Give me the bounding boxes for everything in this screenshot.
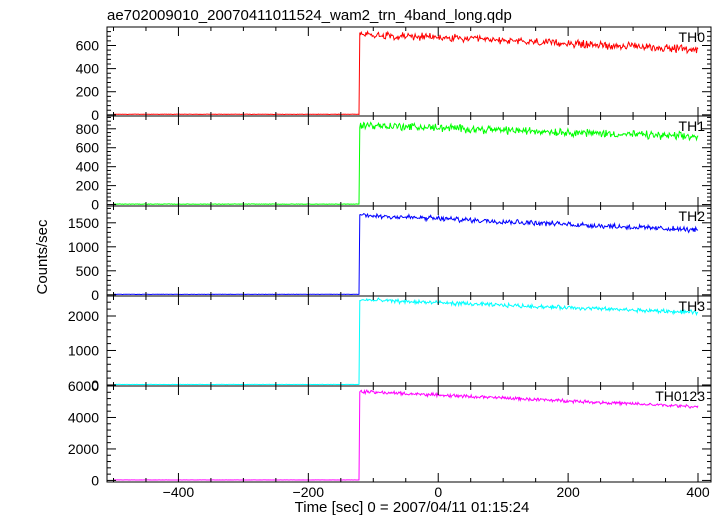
y-tick-label: 400	[76, 61, 100, 77]
panel-label-th0123: TH0123	[655, 388, 705, 404]
y-tick-label: 0	[91, 472, 99, 488]
series-line-th3	[113, 297, 699, 386]
y-tick-label: 1000	[68, 342, 99, 358]
y-tick-label: 4000	[68, 409, 99, 425]
chart-title: ae702009010_20070411011524_wam2_trn_4ban…	[107, 7, 512, 24]
x-tick-label: −400	[163, 484, 195, 500]
series-line-th0	[113, 30, 699, 116]
series-line-th1	[113, 121, 699, 205]
panel-label-th1: TH1	[679, 118, 706, 134]
panel-frame-th2	[106, 205, 712, 297]
series-line-th0123	[113, 388, 699, 481]
panel-frame-th0123	[106, 385, 712, 483]
x-tick-label: 400	[686, 484, 710, 500]
panel-th1: TH1 0 200 400 600 800	[76, 115, 712, 213]
y-tick-label: 0	[91, 107, 99, 123]
panels-group: TH0 0 200 400 600 TH1 0 200 400 600 800 TH2 0 500 1000…	[68, 26, 712, 500]
y-tick-label: 6000	[68, 378, 99, 394]
y-tick-label: 1000	[68, 239, 99, 255]
y-tick-label: 600	[76, 140, 100, 156]
panel-th0: TH0 0 200 400 600	[76, 26, 712, 123]
panel-label-th3: TH3	[679, 298, 706, 314]
y-tick-label: 500	[76, 263, 100, 279]
panel-label-th0: TH0	[679, 29, 706, 45]
y-axis-label: Counts/sec	[34, 219, 51, 295]
panel-th3: TH3 0 1000 2000	[68, 295, 712, 393]
x-tick-label: 0	[434, 484, 442, 500]
y-tick-label: 200	[76, 178, 100, 194]
panel-frame-th0	[106, 26, 712, 117]
y-tick-label: 0	[91, 377, 99, 393]
panel-label-th2: TH2	[679, 208, 706, 224]
x-tick-label: −200	[293, 484, 325, 500]
y-tick-label: 1500	[68, 215, 99, 231]
y-tick-label: 200	[76, 84, 100, 100]
y-tick-label: 2000	[68, 308, 99, 324]
panel-frame-th1	[106, 115, 712, 207]
x-axis-label: Time [sec] 0 = 2007/04/11 01:15:24	[295, 499, 530, 516]
y-tick-label: 400	[76, 159, 100, 175]
y-tick-label: 0	[91, 197, 99, 213]
y-tick-label: 2000	[68, 441, 99, 457]
series-line-th2	[113, 212, 699, 296]
y-tick-label: 0	[91, 287, 99, 303]
panel-th2: TH2 0 500 1000 1500	[68, 205, 712, 303]
panel-th0123: TH0123 0 2000 4000 6000	[68, 378, 712, 488]
y-tick-label: 600	[76, 37, 100, 53]
y-tick-label: 800	[76, 121, 100, 137]
x-tick-label: 200	[556, 484, 580, 500]
